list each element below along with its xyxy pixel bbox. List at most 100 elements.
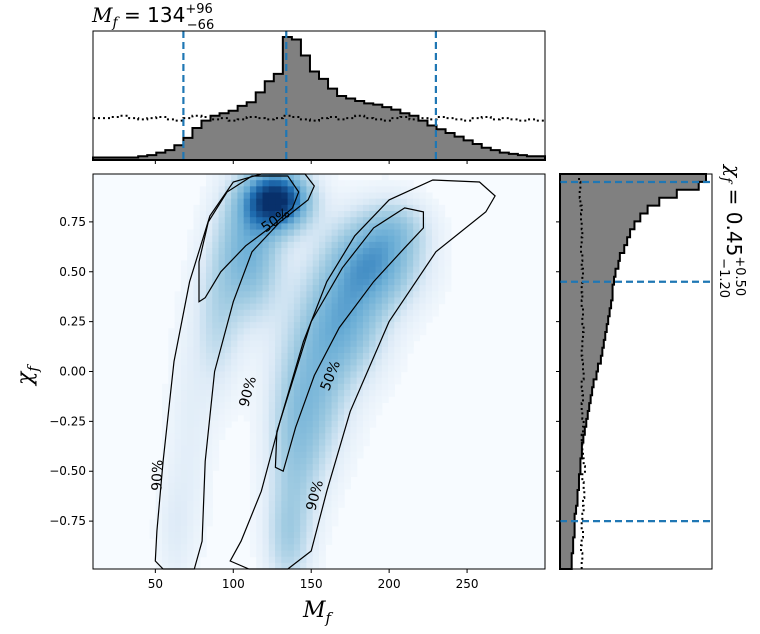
- density-cell: [231, 328, 238, 336]
- density-cell: [193, 538, 201, 545]
- density-cell: [268, 531, 276, 539]
- density-cell: [237, 334, 245, 342]
- density-cell: [325, 309, 333, 317]
- density-cell: [168, 346, 176, 354]
- density-cell: [287, 204, 295, 212]
- density-cell: [174, 531, 182, 539]
- density-cell: [268, 297, 276, 305]
- density-cell: [275, 507, 282, 515]
- density-cell: [168, 427, 176, 434]
- density-cell: [325, 390, 333, 397]
- density-cell: [306, 494, 314, 502]
- density-cell: [199, 315, 207, 323]
- density-cell: [293, 235, 301, 243]
- density-cell: [350, 272, 358, 280]
- density-cell: [193, 297, 201, 305]
- density-cell: [300, 174, 308, 181]
- density-cell: [212, 180, 220, 187]
- density-cell: [281, 303, 289, 311]
- density-cell: [281, 315, 289, 323]
- density-cell: [262, 254, 270, 261]
- density-cell: [444, 278, 452, 286]
- density-cell: [262, 427, 270, 434]
- density-cell: [256, 322, 264, 329]
- density-cell: [344, 328, 351, 336]
- density-cell: [344, 198, 351, 206]
- density-cell: [344, 266, 351, 274]
- density-cell: [331, 180, 339, 187]
- density-cell: [168, 414, 176, 422]
- density-cell: [293, 198, 301, 206]
- density-cell: [293, 328, 301, 336]
- density-cell: [293, 272, 301, 280]
- density-cell: [319, 204, 326, 212]
- density-cell: [249, 420, 257, 428]
- density-cell: [281, 309, 289, 317]
- density-cell: [293, 254, 301, 261]
- density-cell: [193, 396, 201, 403]
- density-cell: [331, 174, 339, 181]
- density-cell: [331, 451, 339, 459]
- density-cell: [249, 254, 257, 261]
- density-cell: [162, 420, 169, 428]
- density-cell: [319, 346, 326, 354]
- density-cell: [155, 464, 163, 471]
- density-cell: [262, 494, 270, 502]
- density-cell: [275, 235, 282, 243]
- density-cell: [231, 192, 238, 200]
- density-cell: [187, 328, 195, 336]
- density-cell: [325, 445, 333, 453]
- density-cell: [300, 556, 308, 564]
- density-cell: [356, 334, 364, 342]
- density-cell: [249, 346, 257, 354]
- density-cell: [243, 223, 251, 231]
- density-cell: [319, 180, 326, 187]
- density-cell: [268, 186, 276, 194]
- density-cell: [337, 476, 345, 484]
- density-cell: [206, 297, 213, 305]
- density-cell: [394, 315, 402, 323]
- density-cell: [249, 531, 257, 539]
- y-tick-label: −0.50: [49, 464, 86, 478]
- density-cell: [293, 507, 301, 515]
- density-cell: [350, 377, 358, 385]
- density-cell: [218, 297, 226, 305]
- density-cell: [306, 525, 314, 533]
- density-cell: [268, 544, 276, 552]
- density-cell: [256, 383, 264, 391]
- density-cell: [287, 371, 295, 379]
- density-cell: [187, 254, 195, 261]
- density-cell: [375, 186, 383, 194]
- density-cell: [325, 371, 333, 379]
- density-cell: [319, 260, 326, 268]
- density-cell: [180, 531, 188, 539]
- density-cell: [381, 315, 389, 323]
- density-cell: [262, 322, 270, 329]
- density-cell: [187, 519, 195, 527]
- density-cell: [237, 272, 245, 280]
- density-cell: [337, 377, 345, 385]
- density-cell: [287, 519, 295, 527]
- density-cell: [212, 285, 220, 292]
- density-cell: [293, 260, 301, 268]
- density-cell: [193, 309, 201, 317]
- contour-50-percent: [274, 207, 424, 473]
- density-cell: [356, 180, 364, 187]
- density-cell: [193, 248, 201, 255]
- density-cell: [400, 322, 408, 329]
- density-cell: [206, 408, 213, 416]
- density-cell: [293, 371, 301, 379]
- density-cell: [413, 334, 421, 342]
- density-cell: [394, 377, 402, 385]
- density-cell: [193, 525, 201, 533]
- density-cell: [300, 334, 308, 342]
- density-cell: [237, 402, 245, 410]
- density-cell: [231, 235, 238, 243]
- density-cell: [281, 513, 289, 521]
- density-cell: [400, 254, 408, 261]
- density-cell: [388, 334, 395, 342]
- density-cell: [287, 248, 295, 255]
- density-cell: [325, 365, 333, 373]
- density-cell: [237, 328, 245, 336]
- density-cell: [268, 476, 276, 484]
